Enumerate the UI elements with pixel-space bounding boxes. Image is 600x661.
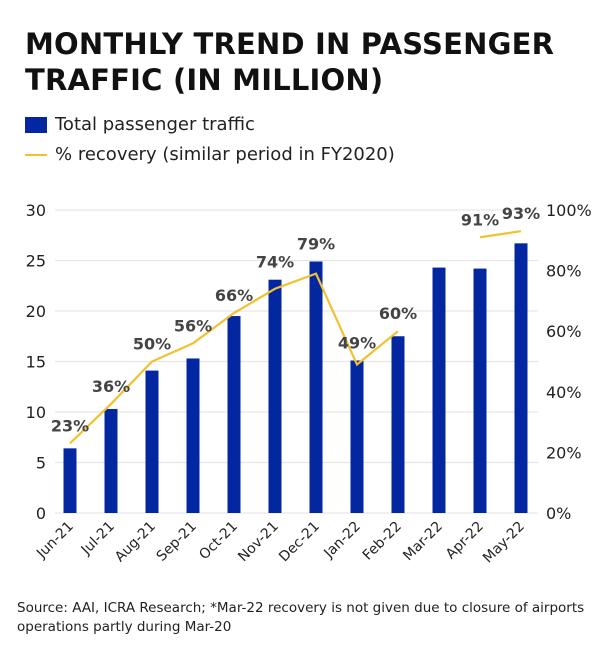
x-tick-label: Jun-21 <box>33 519 77 563</box>
y-left-tick-label: 25 <box>26 252 46 271</box>
y-left-tick-label: 30 <box>26 201 46 220</box>
bar <box>145 370 159 513</box>
y-left-tick-label: 5 <box>36 454 46 473</box>
y-left-tick-label: 10 <box>26 403 46 422</box>
y-left-tick-label: 20 <box>26 302 46 321</box>
x-tick-label: Nov-21 <box>235 519 282 566</box>
bar <box>309 261 323 513</box>
legend-bar-label: Total passenger traffic <box>55 114 255 135</box>
data-label: 74% <box>256 253 294 272</box>
x-tick-label: May-22 <box>480 519 528 567</box>
data-label: 93% <box>502 204 540 223</box>
data-label: 79% <box>297 235 335 254</box>
recovery-line <box>479 230 522 239</box>
x-tick-label: Dec-21 <box>276 519 323 566</box>
legend-line-label: % recovery (similar period in FY2020) <box>55 144 395 165</box>
bar <box>268 279 282 513</box>
bar <box>432 267 446 513</box>
y-right-tick-label: 0% <box>546 504 571 523</box>
bar <box>104 408 118 513</box>
legend-bar-swatch <box>25 116 47 133</box>
data-label: 23% <box>51 416 89 435</box>
y-right-tick-label: 60% <box>546 322 582 341</box>
bar <box>350 360 364 513</box>
chart-plot: 0 5 10 15 20 25 30 0% 20% 40% 60% 80% 100% Jun-21 Jul-… <box>26 201 592 567</box>
data-label: 60% <box>379 304 417 323</box>
x-tick-label: Feb-22 <box>360 519 405 564</box>
x-tick-label: Aug-21 <box>112 519 159 566</box>
bar <box>514 243 528 513</box>
bar <box>63 448 77 513</box>
bar <box>391 336 405 513</box>
legend-line-swatch <box>25 153 47 156</box>
y-right-tick-label: 100% <box>546 201 592 220</box>
y-right-tick-label: 20% <box>546 443 582 462</box>
bar <box>227 316 241 513</box>
x-tick-label: Jul-21 <box>78 519 118 559</box>
legend-item-bar: Total passenger traffic <box>25 114 255 135</box>
x-tick-label: Oct-21 <box>196 519 241 564</box>
bar <box>473 268 487 513</box>
bar <box>186 358 200 513</box>
chart-title: MONTHLY TREND IN PASSENGER TRAFFIC (IN M… <box>25 27 555 97</box>
data-label: 91% <box>461 210 499 229</box>
data-label: 50% <box>133 335 171 354</box>
source-note: Source: AAI, ICRA Research; *Mar-22 reco… <box>17 600 585 635</box>
data-label: 66% <box>215 286 253 305</box>
legend-item-line: % recovery (similar period in FY2020) <box>25 144 395 165</box>
x-tick-label: Mar-22 <box>400 519 446 565</box>
x-tick-label: Sep-21 <box>154 519 200 565</box>
y-right-tick-label: 40% <box>546 383 582 402</box>
data-label: 56% <box>174 316 212 335</box>
y-right-tick-label: 80% <box>546 262 582 281</box>
recovery-line <box>69 272 399 445</box>
data-label: 49% <box>338 333 376 352</box>
y-left-tick-label: 0 <box>36 504 46 523</box>
data-label: 36% <box>92 377 130 396</box>
y-left-tick-label: 15 <box>26 353 46 372</box>
x-tick-label: Jan-22 <box>320 519 363 562</box>
